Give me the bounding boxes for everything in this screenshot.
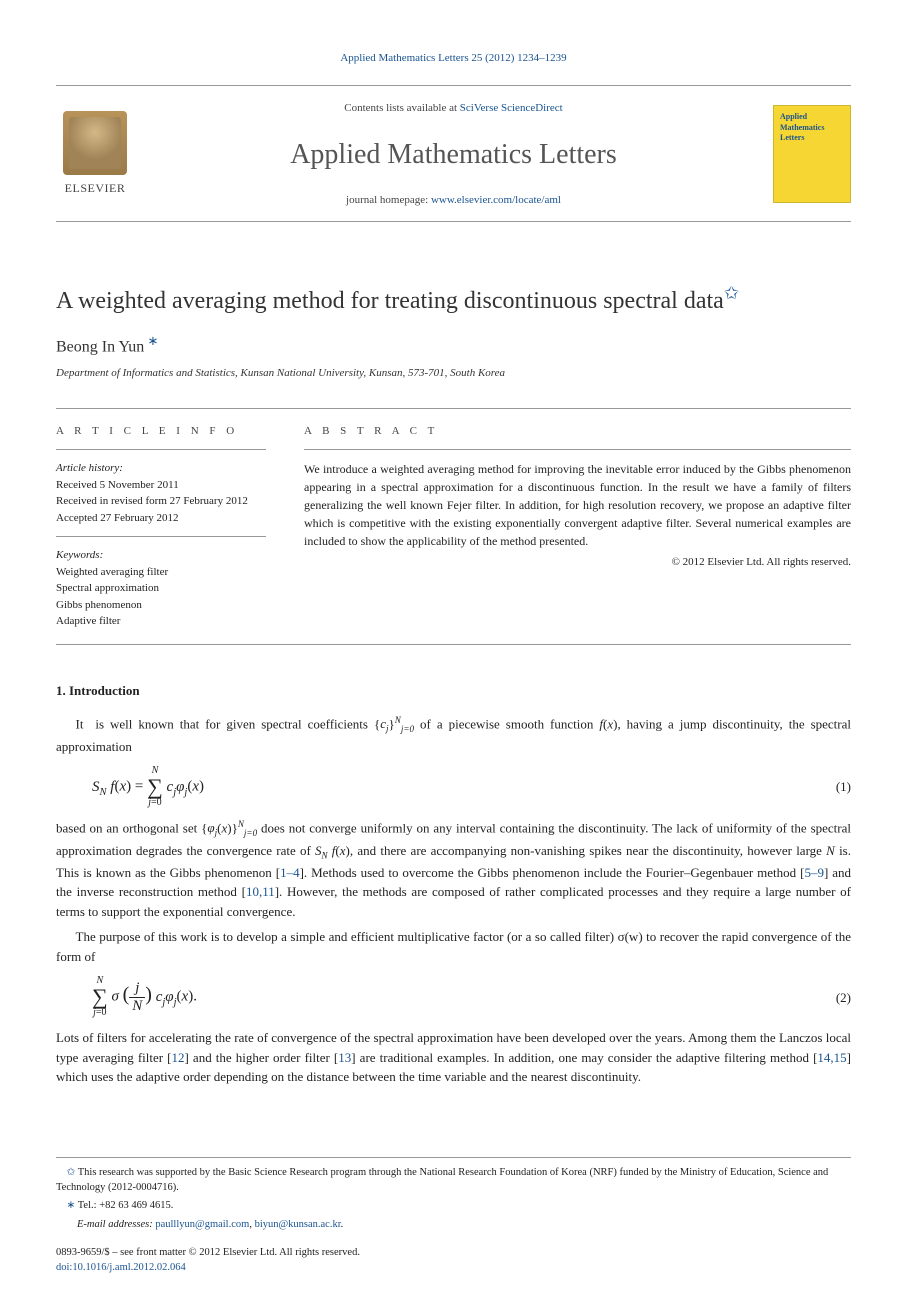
received-line: Received 5 November 2011 (56, 477, 266, 494)
author-name: Beong In Yun (56, 338, 144, 355)
issn-line: 0893-9659/$ – see front matter © 2012 El… (56, 1245, 851, 1261)
keyword: Adaptive filter (56, 613, 266, 630)
section-heading-intro: 1. Introduction (56, 681, 851, 701)
corresponding-author-star-icon: ∗ (144, 333, 158, 348)
paragraph-2: based on an orthogonal set {φj(x)}Nj=0 d… (56, 818, 851, 921)
article-info-column: A R T I C L E I N F O Article history: R… (56, 409, 266, 644)
citation-link[interactable]: 14,15 (817, 1050, 846, 1065)
email-link-1[interactable]: paulllyun@gmail.com (155, 1219, 249, 1230)
doi-link[interactable]: doi:10.1016/j.aml.2012.02.064 (56, 1262, 186, 1273)
footnotes: ✩ This research was supported by the Bas… (56, 1157, 851, 1233)
affiliation: Department of Informatics and Statistics… (56, 365, 851, 382)
footnote-funding-text: This research was supported by the Basic… (56, 1167, 828, 1193)
revised-line: Received in revised form 27 February 201… (56, 493, 266, 510)
divider (304, 449, 851, 450)
keyword: Gibbs phenomenon (56, 597, 266, 614)
equation-2-number: (2) (811, 988, 851, 1008)
abstract-label: A B S T R A C T (304, 423, 851, 440)
publisher-name: ELSEVIER (56, 179, 134, 197)
equation-1: SN f(x) = N ∑ j=0 cjφj(x) (1) (92, 766, 851, 808)
abstract-copyright: © 2012 Elsevier Ltd. All rights reserved… (304, 554, 851, 571)
homepage-prefix: journal homepage: (346, 194, 431, 206)
citation-link[interactable]: 12 (172, 1050, 185, 1065)
paragraph-3: The purpose of this work is to develop a… (56, 927, 851, 966)
homepage-link[interactable]: www.elsevier.com/locate/aml (431, 194, 561, 206)
homepage-line: journal homepage: www.elsevier.com/locat… (154, 192, 753, 209)
citation-line: Applied Mathematics Letters 25 (2012) 12… (56, 50, 851, 67)
keyword: Spectral approximation (56, 580, 266, 597)
article-history-head: Article history: (56, 460, 266, 477)
citation-link[interactable]: 10,11 (246, 884, 275, 899)
title-footnote-star-icon: ✩ (724, 283, 739, 303)
author-line: Beong In Yun ∗ (56, 331, 851, 359)
accepted-line: Accepted 27 February 2012 (56, 510, 266, 527)
journal-cover-thumb: Applied Mathematics Letters (773, 105, 851, 203)
contents-prefix: Contents lists available at (344, 102, 459, 114)
publisher-logo: ELSEVIER (56, 111, 134, 197)
email-link-2[interactable]: biyun@kunsan.ac.kr (255, 1219, 341, 1230)
email-label: E-mail addresses: (77, 1219, 155, 1230)
cover-text-1: Applied (780, 112, 807, 121)
paragraph-1: It is well known that for given spectral… (56, 714, 851, 756)
footnote-email: E-mail addresses: paulllyun@gmail.com, b… (56, 1218, 851, 1233)
cover-text-3: Letters (780, 133, 804, 142)
abstract-body: We introduce a weighted averaging method… (304, 460, 851, 550)
masthead: ELSEVIER Contents lists available at Sci… (56, 85, 851, 222)
scidirect-link[interactable]: SciVerse ScienceDirect (460, 102, 563, 114)
title-text: A weighted averaging method for treating… (56, 288, 724, 314)
footnote-tel: ∗ Tel.: +82 63 469 4615. (56, 1199, 851, 1214)
journal-title: Applied Mathematics Letters (154, 134, 753, 176)
elsevier-tree-icon (63, 111, 127, 175)
article-title: A weighted averaging method for treating… (56, 282, 851, 317)
equation-2: N ∑ j=0 σ ( j N ) cjφj(x). (2) (92, 976, 851, 1018)
tel-label: Tel.: (78, 1200, 99, 1211)
equation-1-body: SN f(x) = N ∑ j=0 cjφj(x) (92, 766, 811, 808)
footnote-asterisk-icon: ∗ (67, 1200, 76, 1211)
citation-link[interactable]: 1–4 (280, 865, 300, 880)
footer-block: 0893-9659/$ – see front matter © 2012 El… (56, 1245, 851, 1277)
tel-number: +82 63 469 4615. (99, 1200, 173, 1211)
masthead-center: Contents lists available at SciVerse Sci… (154, 100, 753, 209)
cover-text-2: Mathematics (780, 123, 824, 132)
equation-2-body: N ∑ j=0 σ ( j N ) cjφj(x). (92, 976, 811, 1018)
title-block: A weighted averaging method for treating… (56, 282, 851, 382)
divider (56, 449, 266, 450)
citation-link[interactable]: 5–9 (804, 865, 824, 880)
citation-link[interactable]: 13 (338, 1050, 351, 1065)
footnote-funding: ✩ This research was supported by the Bas… (56, 1166, 851, 1195)
abstract-column: A B S T R A C T We introduce a weighted … (304, 409, 851, 644)
keywords-head: Keywords: (56, 547, 266, 564)
keyword: Weighted averaging filter (56, 564, 266, 581)
article-info-label: A R T I C L E I N F O (56, 423, 266, 440)
divider (56, 536, 266, 537)
equation-1-number: (1) (811, 777, 851, 797)
paragraph-4: Lots of filters for accelerating the rat… (56, 1028, 851, 1087)
info-abstract-block: A R T I C L E I N F O Article history: R… (56, 408, 851, 645)
footnote-star-icon: ✩ (67, 1167, 76, 1178)
contents-available-line: Contents lists available at SciVerse Sci… (154, 100, 753, 117)
